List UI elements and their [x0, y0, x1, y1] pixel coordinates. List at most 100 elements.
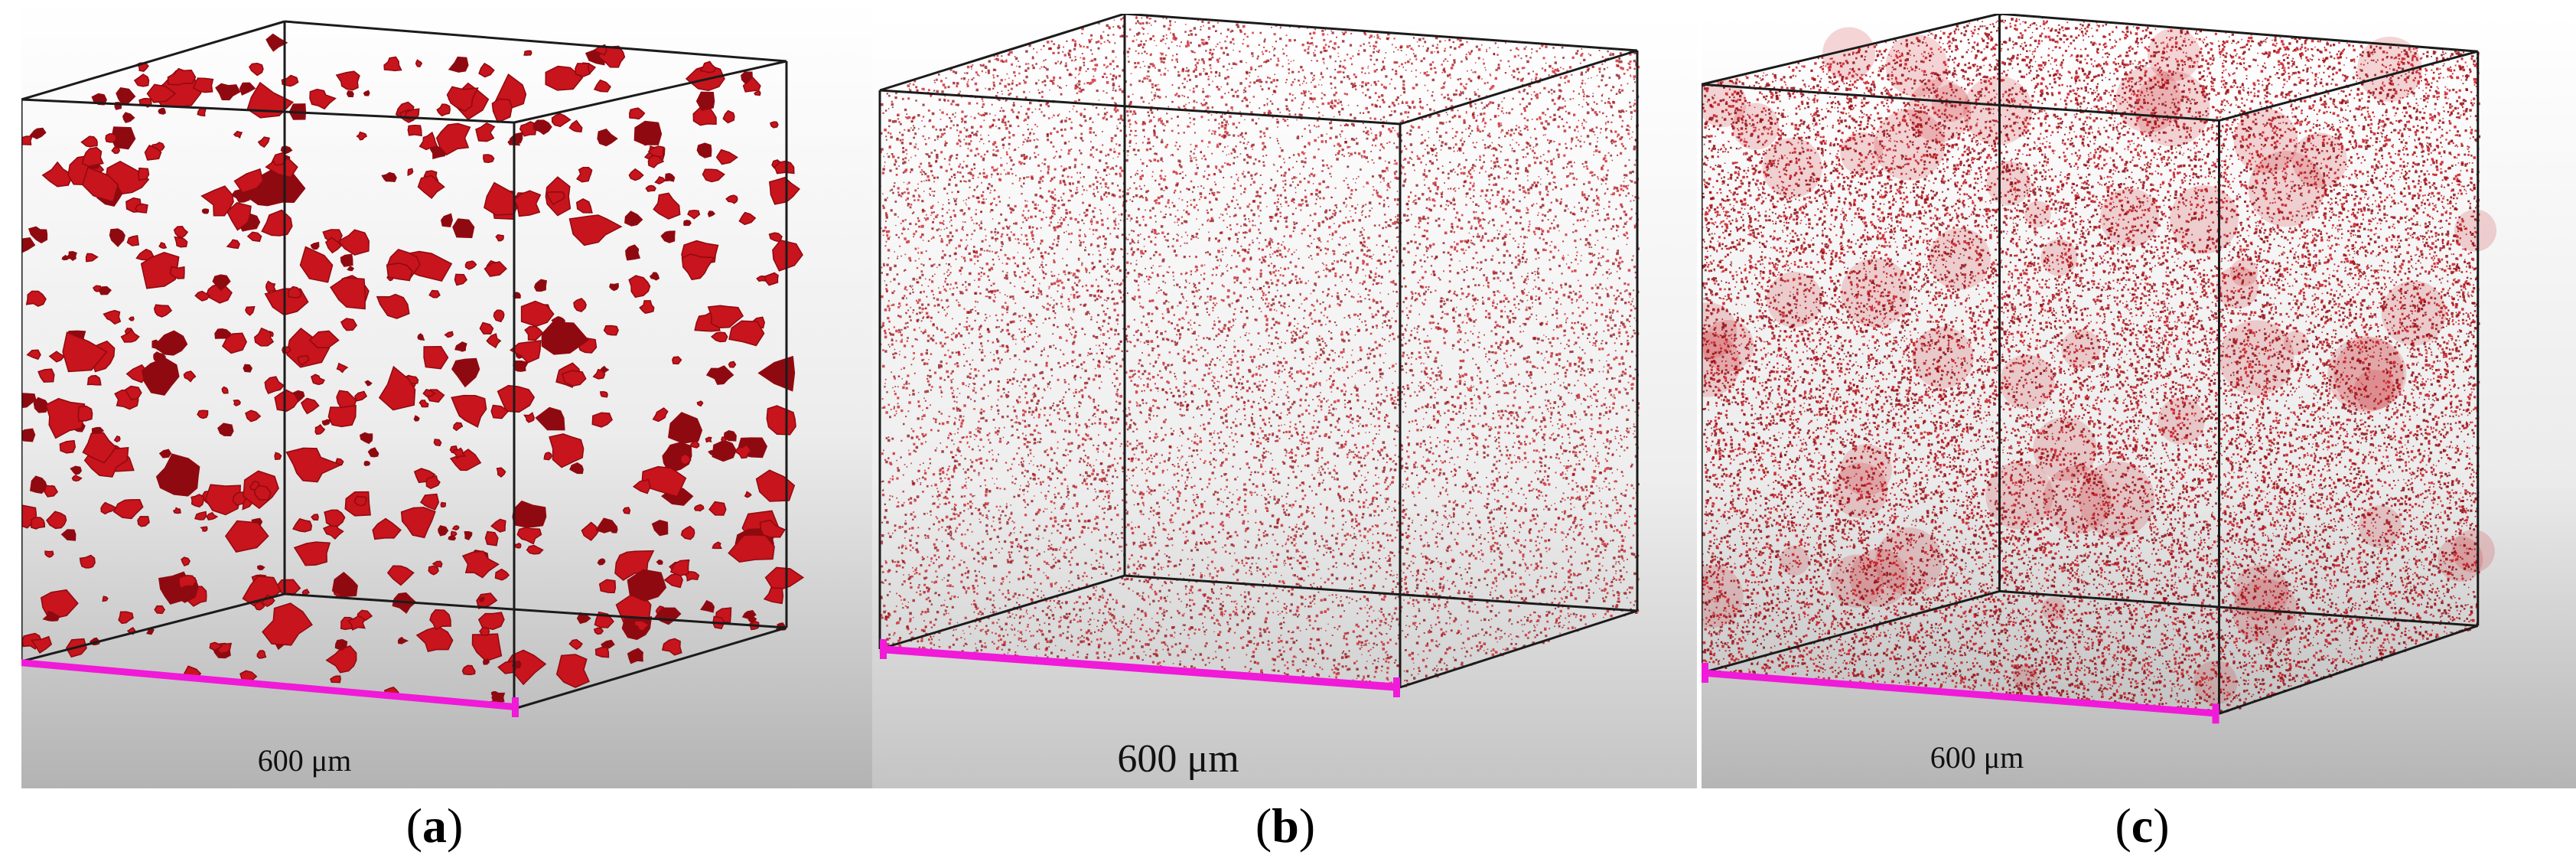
particle: [257, 136, 270, 148]
particle: [483, 154, 495, 164]
particle: [461, 550, 500, 579]
particle: [569, 462, 584, 475]
particle: [513, 190, 542, 217]
particle: [452, 218, 475, 239]
particle: [428, 565, 439, 576]
particle: [541, 321, 589, 355]
particle: [770, 121, 779, 129]
particle: [253, 485, 272, 501]
panel-b: 600 μm (b): [872, 0, 1697, 868]
particle: [575, 63, 591, 77]
particle: [699, 60, 717, 73]
particle: [256, 650, 267, 659]
particle: [484, 261, 507, 277]
particle: [140, 252, 180, 289]
particle: [82, 432, 117, 464]
particle-cluster: [2292, 132, 2347, 188]
particle: [281, 74, 299, 87]
scale-bar-ends-c: [1702, 663, 2219, 724]
volume-render-b: [872, 14, 1697, 788]
particle: [429, 609, 451, 631]
particle: [265, 280, 277, 293]
particle: [695, 91, 715, 112]
particle: [519, 121, 537, 137]
particle: [495, 233, 504, 242]
particle: [367, 447, 379, 458]
particle: [451, 394, 487, 428]
scale-bar-start: [1702, 663, 1708, 683]
particle: [633, 620, 650, 631]
cube-edge: [879, 89, 1401, 126]
particle: [44, 485, 59, 498]
particle: [226, 239, 241, 250]
particle: [167, 67, 197, 86]
particle: [311, 514, 319, 521]
particle: [764, 272, 779, 286]
particle: [183, 370, 197, 383]
particle: [679, 453, 692, 465]
particle: [766, 405, 796, 436]
particle: [660, 230, 676, 243]
particle: [707, 305, 744, 329]
particle: [100, 501, 118, 515]
particle: [532, 119, 552, 135]
particle: [728, 320, 765, 347]
particle: [285, 447, 343, 483]
particle: [490, 404, 510, 419]
particle: [448, 56, 469, 73]
particle: [29, 475, 47, 494]
particle: [334, 638, 348, 651]
render-viewport-a: [21, 0, 872, 788]
particle: [721, 436, 727, 443]
particle: [523, 412, 535, 423]
particle: [26, 349, 41, 361]
particle: [45, 397, 86, 439]
particle: [224, 520, 269, 553]
particle: [461, 664, 476, 676]
particle: [381, 171, 397, 182]
particle: [661, 638, 682, 656]
particle: [418, 131, 438, 151]
scale-bar-start: [880, 639, 887, 659]
particle: [773, 160, 795, 175]
particle: [325, 645, 357, 674]
particle: [509, 340, 542, 364]
particle: [215, 83, 241, 101]
particle-field: [1702, 14, 2480, 713]
particle: [597, 558, 606, 566]
particle: [454, 273, 468, 286]
particle: [324, 509, 346, 527]
particle: [464, 260, 477, 270]
particle: [354, 495, 367, 507]
cube-edge: [1702, 589, 2000, 674]
particle: [194, 290, 211, 302]
particle: [335, 70, 360, 91]
particle: [622, 507, 631, 514]
scale-label-a: 600 μm: [257, 743, 352, 778]
particle: [667, 412, 703, 444]
particle-field: [1702, 17, 2481, 713]
particle: [200, 526, 208, 532]
scale-bar-end: [512, 697, 519, 717]
particle: [651, 520, 669, 537]
particle: [759, 519, 786, 538]
particle: [122, 112, 135, 123]
particle: [693, 504, 705, 512]
particle: [672, 356, 682, 365]
particle-cluster: [2233, 564, 2289, 620]
particle: [28, 226, 48, 243]
volume-render-a: [21, 0, 872, 788]
particle: [681, 253, 715, 281]
particle: [484, 530, 499, 547]
particle: [233, 130, 243, 139]
particle: [490, 518, 506, 533]
particle: [330, 277, 366, 310]
particle-cluster: [2043, 465, 2112, 534]
particle: [314, 424, 326, 436]
caption-b: (b): [1255, 798, 1316, 853]
particle: [274, 389, 299, 412]
particle: [363, 461, 371, 466]
cube-edge: [1999, 589, 2478, 627]
particle: [154, 605, 165, 615]
particle: [575, 197, 593, 214]
